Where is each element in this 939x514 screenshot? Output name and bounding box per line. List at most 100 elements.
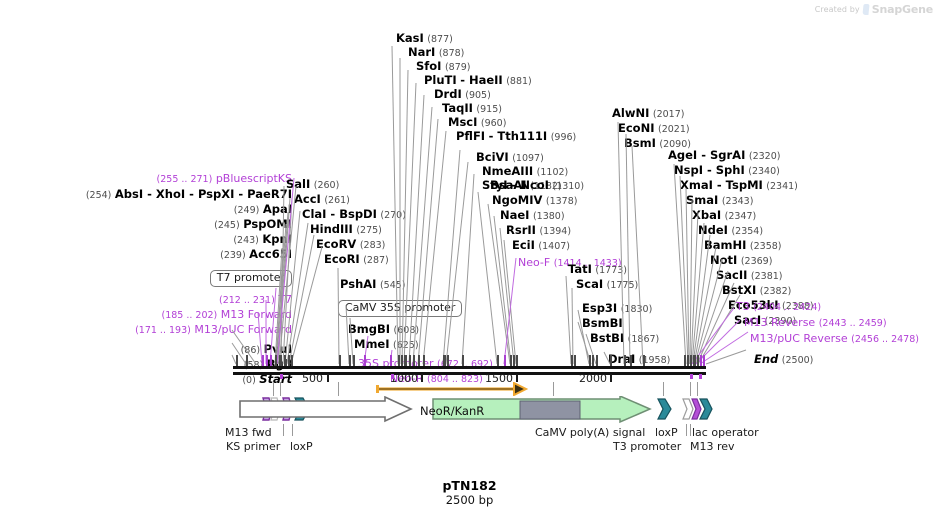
enzyme-label[interactable]: BciVI (1097) bbox=[476, 150, 544, 164]
enzyme-label[interactable]: EcoNI (2021) bbox=[618, 121, 690, 135]
enzyme-label[interactable]: NaeI (1380) bbox=[500, 208, 565, 222]
ruler-label: 1000 bbox=[390, 372, 418, 385]
enzyme-label[interactable]: Eco53kI (2388) bbox=[728, 298, 814, 312]
primer-label-m13-forward[interactable]: (185 .. 202) M13 Forward bbox=[161, 308, 293, 321]
neo-span-arrow bbox=[376, 382, 529, 396]
enzyme-label[interactable]: EcoRI (287) bbox=[324, 252, 389, 266]
enzyme-label[interactable]: BsmI (2090) bbox=[624, 136, 691, 150]
label-m13-rev[interactable]: M13 rev bbox=[690, 440, 735, 453]
enzyme-label[interactable]: AccI (261) bbox=[294, 192, 350, 206]
enzyme-label[interactable]: SacI (2390) bbox=[734, 313, 797, 327]
enzyme-label[interactable]: AlwNI (2017) bbox=[612, 106, 685, 120]
enzyme-label[interactable]: SfoI (879) bbox=[416, 59, 471, 73]
enzyme-label[interactable]: (239) Acc65I bbox=[220, 247, 292, 261]
m13-rev-glyph bbox=[699, 398, 713, 420]
enzyme-label[interactable]: MscI (960) bbox=[448, 115, 507, 129]
enzyme-label[interactable]: TaqII (915) bbox=[442, 101, 502, 115]
enzyme-label[interactable]: BstXI (2382) bbox=[722, 283, 792, 297]
feature-arrow-row bbox=[239, 396, 713, 424]
feature-box-t7-promoter[interactable]: T7 promoter bbox=[209, 270, 292, 287]
enzyme-label[interactable]: KasI (877) bbox=[396, 31, 453, 45]
label-m13-fwd[interactable]: M13 fwd bbox=[225, 426, 272, 439]
plasmid-backbone-bottom bbox=[233, 372, 706, 375]
enzyme-label[interactable]: SacII (2381) bbox=[716, 268, 783, 282]
open-arrow-glyph bbox=[239, 396, 413, 423]
label-camv-polya[interactable]: CaMV poly(A) signal bbox=[535, 426, 646, 439]
enzyme-label[interactable]: (245) PspOMI bbox=[214, 217, 292, 231]
enzyme-label[interactable]: BamHI (2358) bbox=[704, 238, 782, 252]
primer-label-t3[interactable]: T3 (2404 .. 2424) bbox=[736, 300, 822, 313]
enzyme-label[interactable]: StyI - NcoI (1310) bbox=[482, 178, 585, 192]
ruler-label: 500 bbox=[302, 372, 323, 385]
plasmid-size: 2500 bp bbox=[445, 493, 494, 507]
ruler-tick bbox=[516, 374, 518, 382]
plasmid-name: pTN182 bbox=[442, 478, 497, 493]
enzyme-label[interactable]: AgeI - SgrAI (2320) bbox=[668, 148, 781, 162]
enzyme-label[interactable]: BsaAI (1182) bbox=[490, 178, 562, 192]
enzyme-label[interactable]: BmgBI (608) bbox=[348, 322, 420, 336]
enzyme-label[interactable]: NmeAIII (1102) bbox=[482, 164, 569, 178]
enzyme-label[interactable]: XbaI (2347) bbox=[692, 208, 757, 222]
plasmid-backbone-top bbox=[233, 366, 706, 369]
enzyme-label[interactable]: EciI (1407) bbox=[512, 238, 570, 252]
primer-group-right: T3 (2404 .. 2424) M13 Reverse (2443 .. 2… bbox=[736, 301, 919, 366]
enzyme-label[interactable]: EcoRV (283) bbox=[316, 237, 386, 251]
enzyme-label[interactable]: XmaI - TspMI (2341) bbox=[680, 178, 798, 192]
enzyme-label[interactable]: BsmBI bbox=[582, 316, 623, 330]
label-loxp-left[interactable]: loxP bbox=[290, 440, 313, 453]
camv-polya-glyph bbox=[519, 400, 581, 420]
start-marker[interactable]: (0) Start bbox=[242, 372, 292, 386]
enzyme-group-mid-left: SalI (260) AccI (261) ClaI - BspDI (270)… bbox=[286, 177, 493, 385]
primer-label-neo-f[interactable]: Neo-F (1414 .. 1433) bbox=[518, 256, 622, 269]
enzyme-group-mid-center: StyI - NcoI (1310) NgoMIV (1378) NaeI (1… bbox=[482, 178, 622, 269]
primer-label-pbluescriptks[interactable]: (255 .. 271) pBluescriptKS bbox=[156, 172, 292, 185]
label-t3-promoter[interactable]: T3 promoter bbox=[613, 440, 682, 453]
enzyme-label[interactable]: PshAI (545) bbox=[340, 277, 406, 291]
neor-kanr-label: NeoR/KanR bbox=[420, 404, 485, 418]
enzyme-group-right-upper: AlwNI (2017) EcoNI (2021) BsmI (2090) bbox=[612, 106, 691, 150]
enzyme-label[interactable]: NdeI (2354) bbox=[698, 223, 764, 237]
enzyme-label[interactable]: PflFI - Tth111I (996) bbox=[456, 129, 577, 143]
primer-label-neo-r[interactable]: Neo-R (804 .. 823) bbox=[390, 372, 483, 385]
watermark-brand: SnapGene bbox=[871, 3, 933, 16]
enzyme-label[interactable]: RsrII (1394) bbox=[506, 223, 572, 237]
primer-label-m13-puc-reverse[interactable]: M13/pUC Reverse (2456 .. 2478) bbox=[750, 332, 919, 345]
enzyme-label[interactable]: DrdI (905) bbox=[434, 87, 491, 101]
enzyme-label[interactable]: SalI (260) bbox=[286, 177, 340, 191]
watermark-created-by: Created by bbox=[814, 5, 860, 14]
enzyme-label[interactable]: (243) KpnI bbox=[233, 232, 292, 246]
enzyme-label[interactable]: BstBI (1867) bbox=[590, 331, 660, 345]
enzyme-label[interactable]: (254) AbsI - XhoI - PspXI - PaeR7I bbox=[85, 187, 292, 201]
plasmid-title: pTN182 2500 bp bbox=[0, 478, 939, 507]
label-lac-operator[interactable]: lac operator bbox=[692, 426, 759, 439]
ruler-primer-tick bbox=[280, 374, 283, 379]
enzyme-label[interactable]: (249) ApaI bbox=[233, 202, 292, 216]
enzyme-label[interactable]: NarI (878) bbox=[408, 45, 465, 59]
enzyme-label[interactable]: ClaI - BspDI (270) bbox=[302, 207, 406, 221]
leader-lines bbox=[231, 45, 749, 365]
label-ks-primer[interactable]: KS primer bbox=[226, 440, 281, 453]
enzyme-group-top-center: KasI (877) NarI (878) SfoI (879) PluTI -… bbox=[380, 31, 577, 192]
primer-label-m13-puc-forward[interactable]: (171 .. 193) M13/pUC Forward bbox=[135, 323, 292, 336]
snapgene-watermark: Created by SnapGene bbox=[815, 3, 933, 16]
lac-operator-glyph bbox=[682, 398, 702, 420]
end-marker[interactable]: End (2500) bbox=[754, 352, 814, 366]
primer-label-m13-reverse[interactable]: M13 Reverse (2443 .. 2459) bbox=[744, 316, 887, 329]
enzyme-label[interactable]: DraI (1958) bbox=[608, 352, 671, 366]
ruler-primer-tick bbox=[690, 374, 693, 379]
enzyme-label[interactable]: Esp3I (1830) bbox=[582, 301, 653, 315]
enzyme-label[interactable]: SmaI (2343) bbox=[686, 193, 754, 207]
ruler-primer-tick bbox=[699, 374, 702, 379]
enzyme-label[interactable]: PluTI - HaeII (881) bbox=[424, 73, 532, 87]
enzyme-label[interactable]: NotI (2369) bbox=[710, 253, 773, 267]
enzyme-label[interactable]: TatI (1773) bbox=[568, 262, 627, 276]
enzyme-label[interactable]: NspI - SphI (2340) bbox=[674, 163, 780, 177]
enzyme-label[interactable]: MmeI (625) bbox=[354, 337, 419, 351]
label-loxp-right[interactable]: loxP bbox=[655, 426, 678, 439]
ruler-tick bbox=[327, 374, 329, 382]
primer-label-35s-promoter[interactable]: 35S promoter (672 .. 692) bbox=[358, 357, 493, 370]
enzyme-label[interactable]: NgoMIV (1378) bbox=[492, 193, 578, 207]
ruler-label: 2000 bbox=[579, 372, 607, 385]
enzyme-label[interactable]: HindIII (275) bbox=[310, 222, 382, 236]
ruler-label: 1500 bbox=[485, 372, 513, 385]
